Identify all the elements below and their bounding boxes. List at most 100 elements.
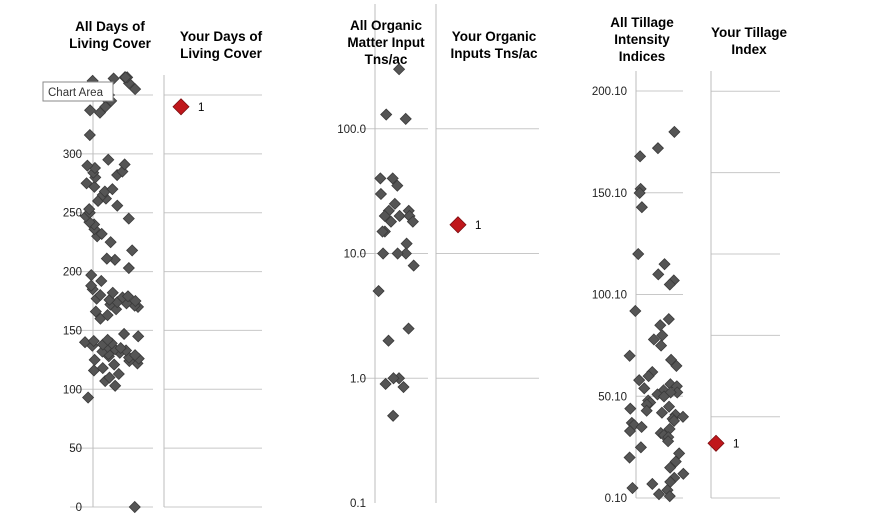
data-point[interactable] [662, 435, 675, 448]
data-point[interactable] [652, 268, 665, 281]
data-point[interactable] [391, 179, 404, 192]
data-point[interactable] [635, 201, 648, 214]
data-point[interactable] [104, 236, 117, 249]
data-point[interactable] [654, 319, 667, 332]
data-point[interactable] [652, 488, 666, 501]
data-point[interactable] [654, 339, 668, 352]
data-point[interactable] [106, 286, 119, 299]
data-point[interactable] [391, 247, 404, 260]
data-point[interactable] [623, 349, 636, 362]
data-point[interactable] [122, 212, 135, 225]
data-point[interactable] [646, 477, 659, 491]
data-point[interactable] [119, 71, 132, 84]
your-value-point[interactable] [707, 434, 725, 452]
data-point[interactable] [642, 370, 655, 383]
data-point[interactable] [128, 349, 142, 362]
data-point[interactable] [94, 289, 107, 302]
data-point[interactable] [400, 237, 413, 250]
panel-tillage[interactable]: All Tillage Intensity Indices 0.10 50.10 100.… [592, 15, 690, 505]
data-point[interactable] [676, 410, 690, 423]
data-point[interactable] [397, 380, 410, 394]
panel-your-living[interactable]: Your Days of Living Cover 1 [163, 29, 263, 508]
your-value-point[interactable] [449, 216, 467, 234]
data-point[interactable] [83, 128, 96, 142]
data-point[interactable] [111, 199, 124, 212]
data-point[interactable] [667, 414, 681, 427]
data-point[interactable] [87, 334, 100, 348]
data-point[interactable] [87, 364, 101, 377]
data-point[interactable] [99, 100, 112, 113]
data-point[interactable] [95, 227, 108, 240]
data-point[interactable] [103, 371, 116, 384]
data-point[interactable] [677, 467, 690, 480]
data-point[interactable] [378, 209, 391, 223]
data-point[interactable] [106, 183, 119, 196]
data-point[interactable] [117, 327, 131, 341]
data-point[interactable] [651, 142, 665, 155]
data-point[interactable] [126, 244, 139, 257]
data-point[interactable] [386, 172, 399, 185]
panel-your-tillage[interactable]: Your Tillage Index 1 [707, 25, 787, 499]
data-point[interactable] [655, 406, 669, 419]
data-point[interactable] [95, 274, 108, 288]
data-point[interactable] [402, 322, 415, 335]
data-point[interactable] [382, 334, 395, 347]
data-point[interactable] [387, 372, 400, 385]
data-point[interactable] [88, 353, 101, 366]
data-point[interactable] [129, 83, 142, 96]
data-point[interactable] [406, 215, 419, 228]
data-point[interactable] [102, 153, 115, 166]
data-point[interactable] [638, 382, 651, 395]
data-point[interactable] [379, 377, 392, 391]
data-point[interactable] [633, 374, 646, 387]
data-point[interactable] [108, 358, 121, 371]
data-point[interactable] [121, 290, 135, 303]
data-point[interactable] [122, 261, 135, 275]
data-point[interactable] [399, 112, 412, 125]
data-point[interactable] [114, 342, 127, 355]
data-point[interactable] [82, 391, 95, 404]
data-point[interactable] [376, 225, 389, 238]
data-point[interactable] [407, 259, 420, 272]
data-point[interactable] [109, 379, 122, 392]
data-point[interactable] [83, 203, 96, 216]
data-point[interactable] [658, 258, 671, 271]
data-point[interactable] [101, 309, 114, 322]
data-point[interactable] [634, 441, 647, 454]
data-point[interactable] [80, 177, 93, 190]
data-point[interactable] [387, 409, 400, 422]
data-point[interactable] [664, 461, 677, 474]
data-point[interactable] [384, 215, 398, 228]
data-point[interactable] [84, 104, 97, 117]
data-point[interactable] [388, 197, 401, 210]
data-point[interactable] [374, 172, 387, 185]
data-point[interactable] [668, 125, 681, 138]
data-point[interactable] [81, 159, 94, 172]
data-point[interactable] [132, 330, 145, 343]
data-point[interactable] [85, 279, 98, 292]
data-point[interactable] [657, 390, 671, 403]
your-value-point[interactable] [172, 98, 190, 116]
data-point[interactable] [399, 247, 412, 260]
data-point[interactable] [112, 367, 125, 381]
data-point[interactable] [633, 186, 646, 200]
data-point[interactable] [372, 284, 385, 298]
data-point[interactable] [623, 424, 637, 438]
data-point[interactable] [393, 63, 406, 76]
data-point[interactable] [635, 420, 648, 434]
data-point[interactable] [629, 304, 642, 318]
data-point[interactable] [85, 269, 98, 282]
data-point[interactable] [663, 490, 676, 503]
data-point[interactable] [377, 247, 390, 260]
panel-organic[interactable]: All Organic Matter Input Tns/ac 0.1 1.0 10.0 1… [337, 4, 428, 510]
data-point[interactable] [118, 158, 131, 171]
data-point[interactable] [96, 362, 109, 375]
data-point[interactable] [669, 455, 682, 468]
data-point[interactable] [101, 333, 114, 346]
data-point[interactable] [632, 247, 645, 261]
data-point[interactable] [393, 209, 406, 223]
data-point[interactable] [670, 359, 683, 372]
data-point[interactable] [380, 108, 393, 121]
